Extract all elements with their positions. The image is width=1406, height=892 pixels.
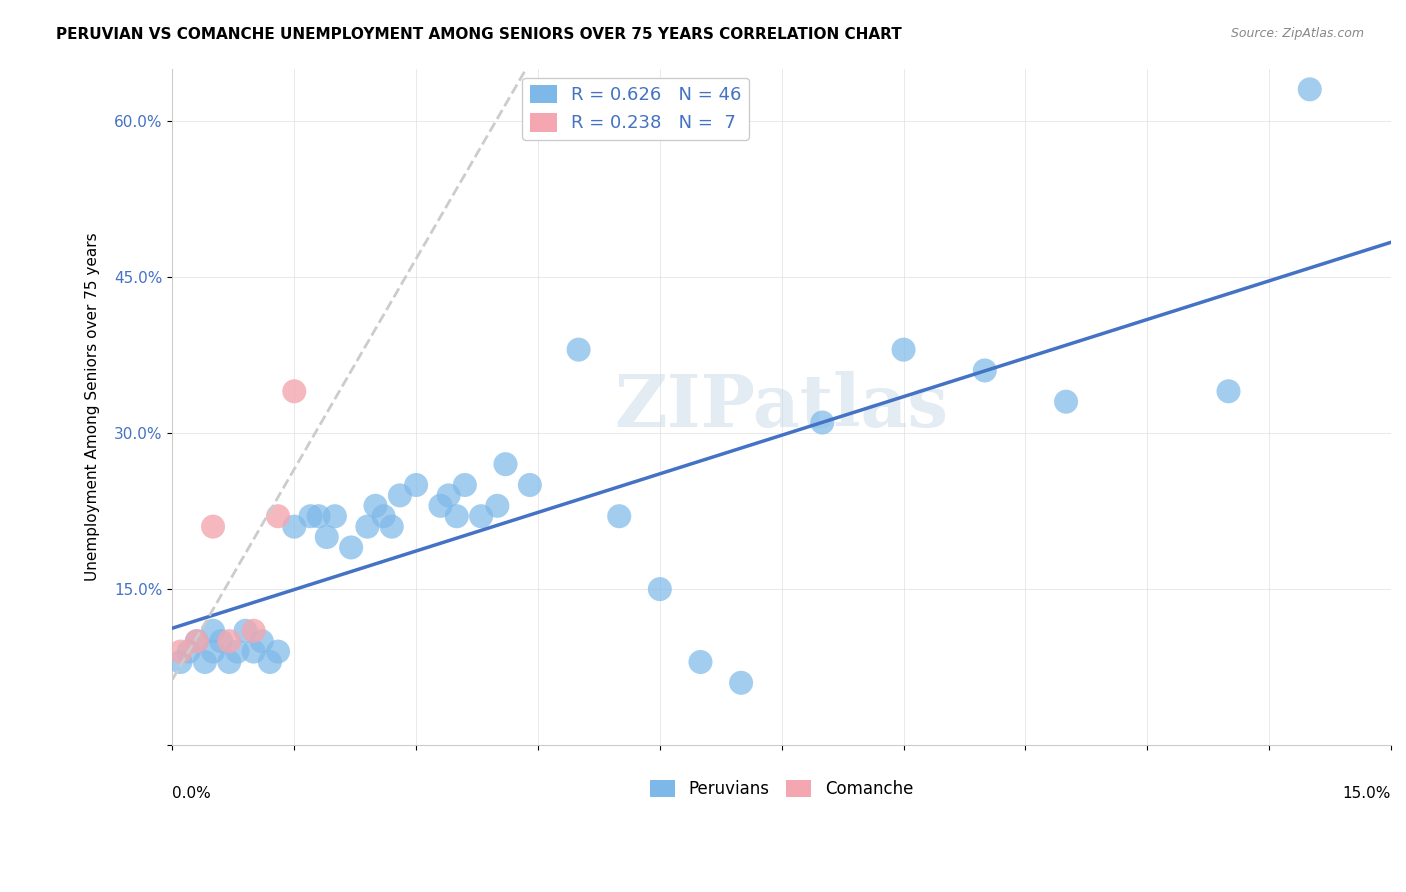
Point: [568, 343, 591, 357]
Point: [446, 509, 468, 524]
Point: [364, 499, 387, 513]
Point: [730, 675, 752, 690]
Point: [429, 499, 451, 513]
Point: [648, 582, 671, 596]
Point: [299, 509, 322, 524]
Text: 0.0%: 0.0%: [173, 786, 211, 801]
Point: [340, 541, 363, 555]
Point: [1218, 384, 1240, 399]
Point: [267, 509, 290, 524]
Point: [323, 509, 346, 524]
Text: Source: ZipAtlas.com: Source: ZipAtlas.com: [1230, 27, 1364, 40]
Point: [218, 634, 240, 648]
Point: [470, 509, 492, 524]
Point: [486, 499, 509, 513]
Point: [388, 488, 411, 502]
Text: 15.0%: 15.0%: [1343, 786, 1391, 801]
Point: [519, 478, 541, 492]
Y-axis label: Unemployment Among Seniors over 75 years: Unemployment Among Seniors over 75 years: [86, 233, 100, 582]
Point: [194, 655, 217, 669]
Point: [177, 644, 200, 658]
Point: [1054, 394, 1077, 409]
Text: PERUVIAN VS COMANCHE UNEMPLOYMENT AMONG SENIORS OVER 75 YEARS CORRELATION CHART: PERUVIAN VS COMANCHE UNEMPLOYMENT AMONG …: [56, 27, 903, 42]
Point: [242, 624, 264, 638]
Point: [811, 416, 834, 430]
Point: [283, 384, 305, 399]
Point: [356, 519, 378, 533]
Point: [267, 644, 290, 658]
Point: [235, 624, 257, 638]
Point: [381, 519, 404, 533]
Point: [283, 519, 305, 533]
Point: [209, 634, 232, 648]
Point: [689, 655, 711, 669]
Point: [405, 478, 427, 492]
Point: [607, 509, 630, 524]
Point: [202, 644, 225, 658]
Point: [495, 457, 517, 471]
Point: [186, 634, 208, 648]
Legend: Peruvians, Comanche: Peruvians, Comanche: [644, 773, 920, 805]
Point: [973, 363, 995, 377]
Point: [242, 644, 264, 658]
Point: [1299, 82, 1322, 96]
Point: [259, 655, 281, 669]
Point: [218, 655, 240, 669]
Point: [186, 634, 208, 648]
Point: [454, 478, 477, 492]
Point: [202, 519, 225, 533]
Point: [373, 509, 395, 524]
Point: [226, 644, 249, 658]
Point: [308, 509, 330, 524]
Point: [315, 530, 337, 544]
Point: [250, 634, 273, 648]
Point: [437, 488, 460, 502]
Point: [202, 624, 225, 638]
Point: [893, 343, 915, 357]
Point: [169, 655, 191, 669]
Text: ZIPatlas: ZIPatlas: [614, 371, 949, 442]
Point: [169, 644, 191, 658]
